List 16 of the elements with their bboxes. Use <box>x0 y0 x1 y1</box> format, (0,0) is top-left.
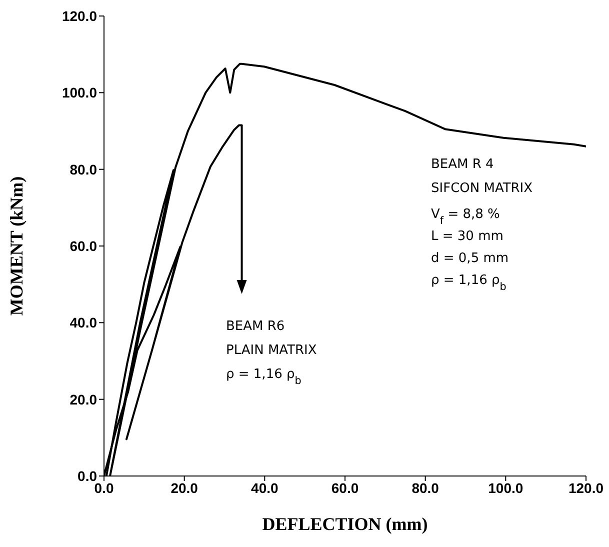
annotation: BEAM R6 PLAIN MATRIX ρ = 1,16 ρ$_{b}$ <box>226 319 317 387</box>
y-tick-label: 120.0 <box>62 8 98 24</box>
y-tick-label: 60.0 <box>70 238 98 254</box>
x-tick-label: 120.0 <box>568 480 604 496</box>
x-tick-label: 40.0 <box>251 480 279 496</box>
y-axis-title: MOMENT (kNm) <box>6 176 26 316</box>
y-tick-label: 100.0 <box>62 84 98 101</box>
x-tick-label: 80.0 <box>412 480 440 496</box>
text: BEAM R 4 SIFCON MATRIX V$_{f}$ = 8,8 % L = 30 mm d = 0,5 mm ρ = 1,16 ρ$_{b}$ <box>431 157 533 293</box>
y-tick-label: 40.0 <box>70 314 98 331</box>
x-tick-label: 100.0 <box>488 480 524 496</box>
y-tick-label: 80.0 <box>70 161 98 178</box>
x-tick-label: 60.0 <box>331 480 359 496</box>
x-axis-title: DEFLECTION (mm) <box>262 514 428 534</box>
y-tick-label: 20.0 <box>70 391 98 408</box>
x-tick-label: 20.0 <box>170 480 198 496</box>
